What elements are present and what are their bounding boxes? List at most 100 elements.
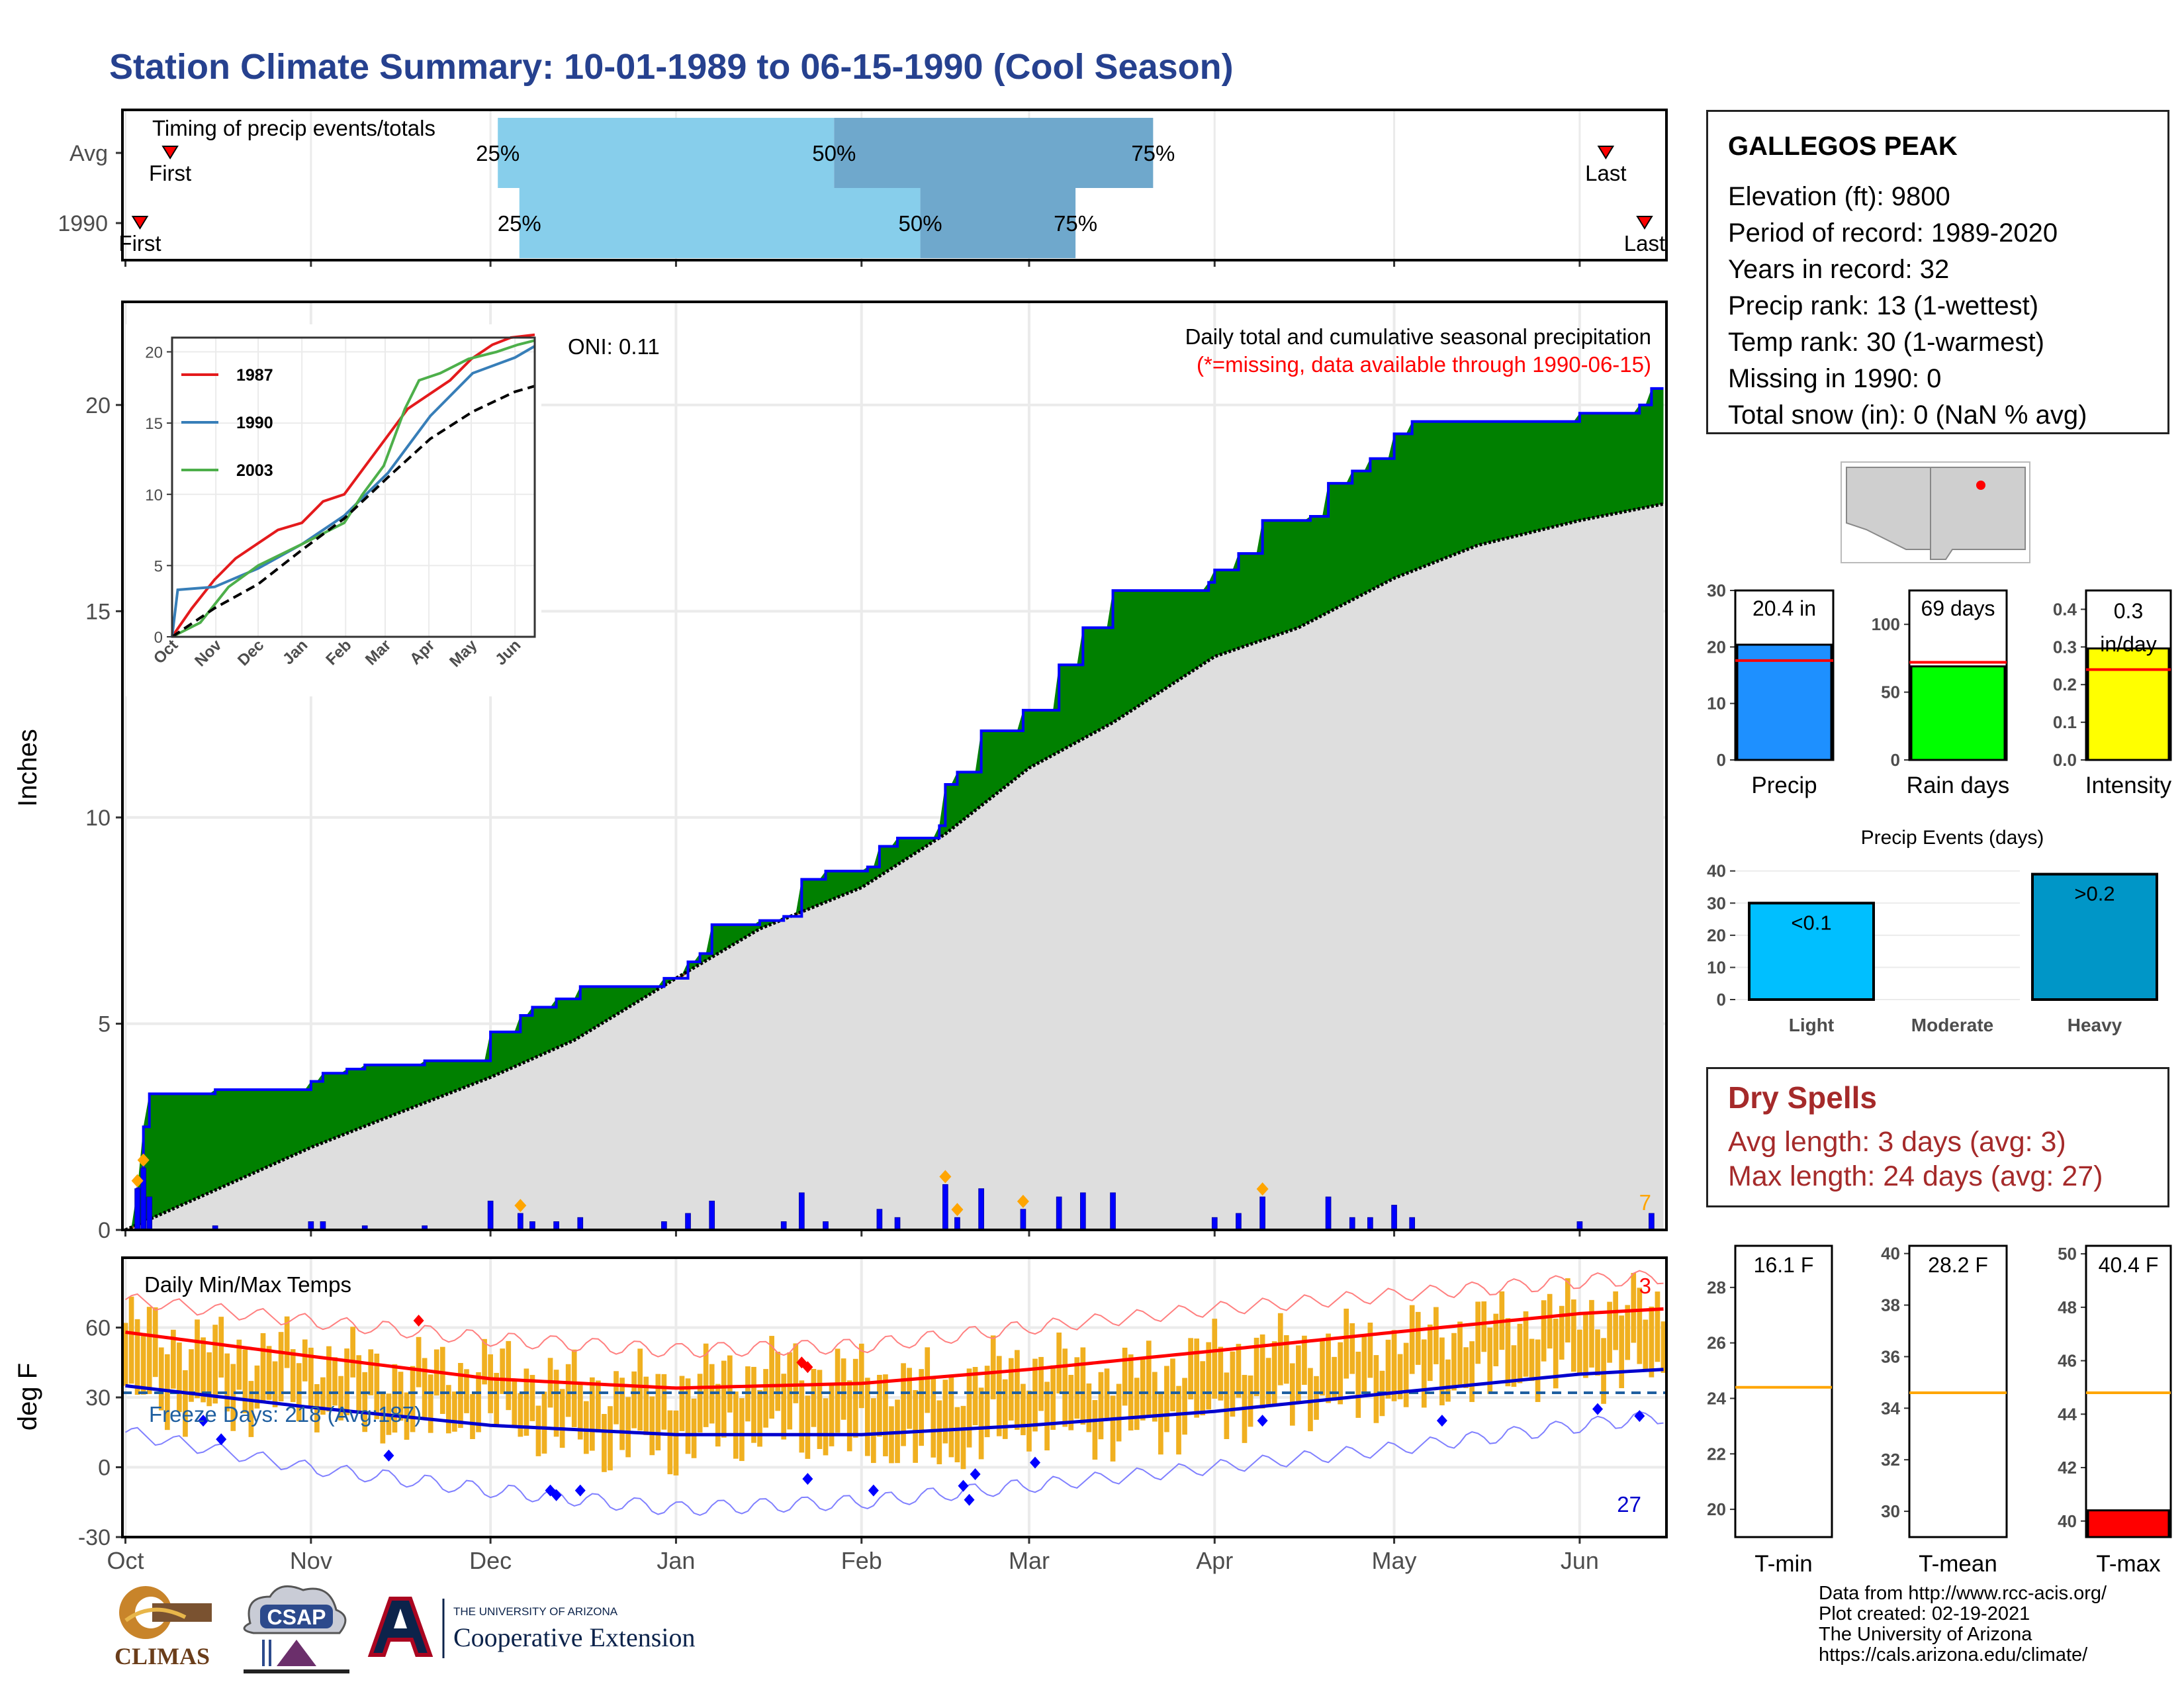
temp-range-bar <box>1535 1339 1541 1402</box>
temp-range-bar <box>715 1383 721 1447</box>
temp-range-bar <box>685 1378 691 1454</box>
inset-y-tick-label: 15 <box>145 415 163 433</box>
temp-range-bar <box>278 1332 284 1402</box>
timing-last-marker <box>1597 146 1615 160</box>
temp-range-bar <box>553 1370 559 1437</box>
temp-range-bar <box>1403 1342 1409 1407</box>
temp-range-bar <box>590 1377 595 1451</box>
heavy-precip-marker <box>514 1199 527 1213</box>
temp-range-bar <box>1230 1351 1236 1417</box>
dry-spells-title: Dry Spells <box>1728 1080 1877 1115</box>
temp-range-bar <box>1182 1378 1187 1435</box>
timing-last-label: Last <box>1585 161 1626 185</box>
temp-range-bar <box>805 1395 811 1459</box>
temp-range-bar <box>183 1370 188 1437</box>
daily-precip-bar <box>1211 1217 1218 1231</box>
temp-range-bar <box>1080 1347 1086 1425</box>
totals-value-unit: in/day <box>2100 632 2156 656</box>
temp-range-bar <box>817 1370 823 1449</box>
precip-event-category-label: Moderate <box>1911 1015 1993 1035</box>
record-low-marker <box>1030 1456 1041 1469</box>
precip-y-tick-label: 15 <box>85 599 111 624</box>
station-years: Years in record: 32 <box>1728 255 1950 284</box>
temp-range-bar <box>1044 1382 1050 1451</box>
totals-y-tick-label: 20 <box>1707 637 1726 657</box>
footer-plot-created: Plot created: 02-19-2021 <box>1819 1603 2030 1624</box>
temp-range-bar <box>877 1374 882 1437</box>
timing-q25-q50-bar <box>519 188 921 258</box>
temp-range-bar <box>739 1398 745 1462</box>
temp-range-bar <box>1577 1329 1582 1376</box>
temp-range-bar <box>1320 1340 1325 1396</box>
record-low-marker <box>970 1468 981 1481</box>
events-y-tick-label: 0 <box>1717 990 1726 1009</box>
temp-range-bar <box>1415 1311 1421 1365</box>
precip-event-bar <box>2031 872 2158 1001</box>
temp-range-bar <box>1565 1278 1570 1343</box>
temp-x-tick-label: Jun <box>1561 1547 1599 1574</box>
temp-range-bar <box>1607 1301 1612 1363</box>
temp-range-bar <box>811 1368 817 1427</box>
temp-summary-value-label: 40.4 F <box>2099 1253 2159 1277</box>
temp-range-bar <box>134 1319 140 1395</box>
temp-range-bar <box>1008 1358 1014 1421</box>
totals-y-tick-label: 0 <box>1891 750 1900 770</box>
temp-range-bar <box>1296 1345 1301 1403</box>
above-normal-area <box>125 388 1664 1231</box>
temp-range-bar <box>541 1391 547 1454</box>
daily-precip-bar <box>798 1192 805 1231</box>
temp-range-bar <box>1643 1319 1649 1370</box>
temp-range-bar <box>583 1401 589 1454</box>
temp-x-tick-label: Oct <box>107 1547 144 1574</box>
totals-value-label: 69 days <box>1921 596 1995 620</box>
daily-precip-bar <box>577 1217 584 1231</box>
temp-range-bar <box>763 1369 768 1428</box>
temp-range-bar <box>679 1376 685 1431</box>
precip-y-tick-label: 0 <box>98 1218 111 1243</box>
totals-y-tick-label: 30 <box>1707 581 1726 600</box>
timing-first-marker <box>131 216 149 230</box>
daily-precip-bar <box>146 1196 153 1231</box>
temp-range-bar <box>1188 1338 1193 1400</box>
temp-range-bar <box>1570 1299 1576 1372</box>
temp-range-bar <box>1158 1392 1163 1455</box>
temp-range-bar <box>1559 1305 1565 1360</box>
temp-range-bar <box>1308 1368 1313 1432</box>
temp-plot-border <box>121 1256 1668 1538</box>
record-low-marker <box>574 1484 586 1497</box>
totals-y-tick-label: 0.1 <box>2053 712 2077 732</box>
precip-event-category-label: Heavy <box>2068 1015 2122 1035</box>
temp-range-bar <box>960 1405 966 1470</box>
totals-value-label: 0.3 <box>2114 599 2143 623</box>
temp-range-bar <box>673 1410 679 1476</box>
temp-summary-y-tick-label: 40 <box>2058 1511 2077 1531</box>
temp-range-bar <box>1517 1323 1523 1383</box>
timing-q50-q75-bar <box>834 118 1154 188</box>
temp-range-bar <box>1259 1334 1265 1409</box>
temp-range-bar <box>936 1400 942 1464</box>
temp-summary-y-tick-label: 24 <box>1707 1388 1726 1408</box>
temp-range-bar <box>1427 1324 1433 1382</box>
totals-y-tick-label: 50 <box>1881 682 1900 702</box>
daily-precip-bar <box>1409 1217 1416 1231</box>
temp-range-bar <box>919 1369 925 1446</box>
temp-range-bar <box>1314 1376 1319 1420</box>
ua-logo-text: THE UNIVERSITY OF ARIZONA <box>453 1605 618 1618</box>
record-low-marker <box>383 1449 394 1462</box>
temp-range-bar <box>799 1380 805 1453</box>
temp-summary-bar <box>2087 1509 2170 1538</box>
temp-range-bar <box>302 1339 308 1382</box>
temp-range-bar <box>152 1307 158 1378</box>
totals-bar <box>1910 665 2006 761</box>
station-missing: Missing in 1990: 0 <box>1728 364 1942 393</box>
precip-event-bar <box>1748 902 1875 1002</box>
page-title: Station Climate Summary: 10-01-1989 to 0… <box>109 47 1234 87</box>
precip-y-tick-label: 20 <box>85 393 111 418</box>
temp-range-bar <box>781 1374 787 1440</box>
timing-quantile-label: 25% <box>476 141 520 165</box>
precip-chart-title: Daily total and cumulative seasonal prec… <box>1185 324 1651 349</box>
record-tmin-line <box>125 1411 1664 1517</box>
totals-y-tick-label: 0.3 <box>2053 637 2077 657</box>
temp-range-bar <box>374 1353 380 1419</box>
inset-legend-label: 1990 <box>236 414 273 432</box>
